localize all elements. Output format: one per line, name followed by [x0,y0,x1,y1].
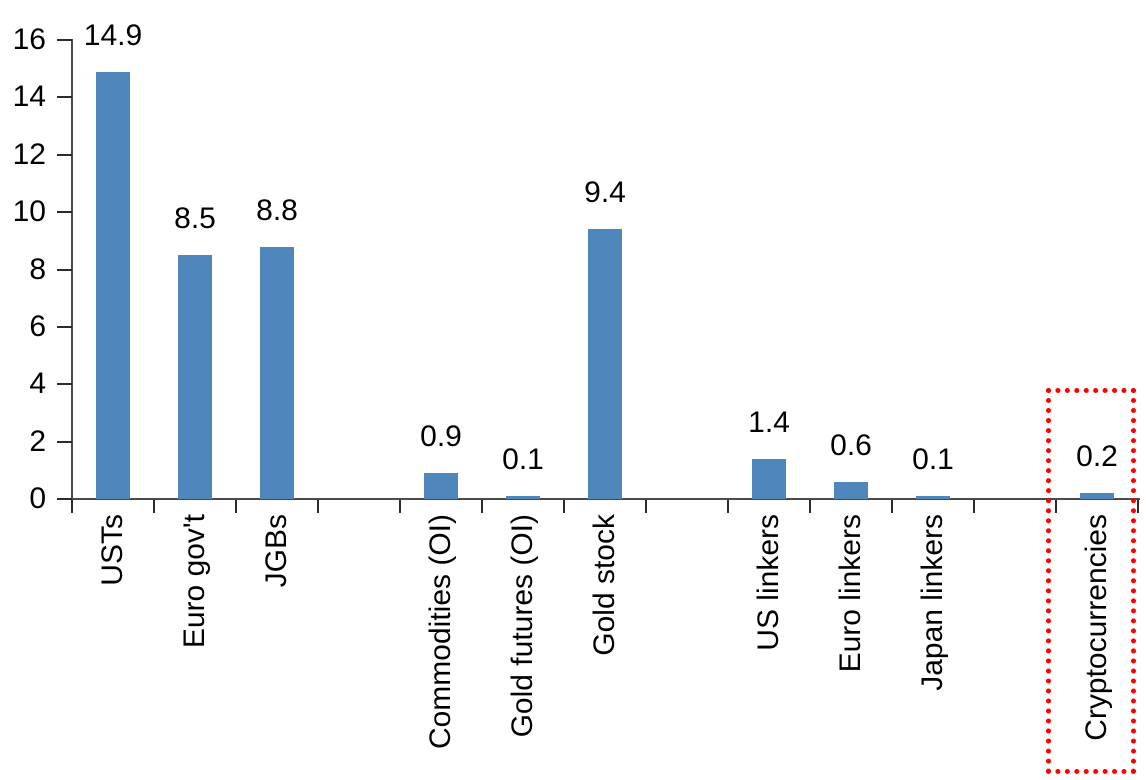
x-axis-category-label: US linkers [752,514,785,651]
x-axis-tick [973,500,975,513]
x-axis-tick [399,500,401,513]
y-axis-tick [57,498,72,500]
bar [834,481,868,499]
bar [588,229,622,499]
y-axis-tick-label: 16 [12,23,46,56]
y-axis-tick [57,96,72,99]
bar-value-label: 0.6 [830,428,872,462]
y-axis-tick-label: 10 [12,195,46,229]
x-axis-tick [809,500,811,513]
y-axis-tick [57,325,72,328]
bar [178,255,212,499]
bar-value-label: 8.8 [256,193,298,227]
bar [752,458,786,499]
x-axis-tick [645,500,647,513]
bar-value-label: 0.1 [912,443,954,477]
x-axis-tick [891,500,893,513]
y-axis-tick [57,383,72,386]
y-axis-line [71,39,73,500]
x-axis-tick [563,500,565,513]
x-axis-category-label: Cryptocurrencies [1080,514,1113,741]
y-axis-tick [57,440,72,443]
y-axis-tick [57,39,72,41]
x-axis-line [71,498,1140,500]
y-axis-tick-label: 14 [12,80,46,114]
x-axis-tick [727,500,729,513]
x-axis-tick [1055,500,1057,513]
y-axis-tick [57,153,72,156]
x-axis-tick [317,500,319,513]
bar [506,496,540,499]
x-axis-category-label: Gold futures (OI) [506,514,539,738]
highlight-box [1046,388,1136,774]
x-axis-tick [1137,500,1139,513]
bar [260,246,294,499]
x-axis-category-label: JGBs [260,514,293,588]
bar [916,496,950,499]
x-axis-tick [153,500,155,513]
y-axis-tick [57,211,72,214]
bar-value-label: 0.1 [502,443,544,477]
x-axis-category-label: Gold stock [588,514,621,656]
bar-value-label: 1.4 [748,405,790,439]
x-axis-category-label: USTs [96,514,129,586]
x-axis-tick [481,500,483,513]
y-axis-tick-label: 8 [29,252,46,286]
y-axis-tick-label: 12 [12,137,46,171]
bar-value-label: 14.9 [83,18,143,52]
x-axis-category-label: Japan linkers [916,514,949,691]
y-axis-tick-label: 4 [29,367,46,401]
bar [96,71,130,499]
x-axis-tick [71,500,73,513]
bar-value-label: 9.4 [584,176,626,210]
x-axis-tick [235,500,237,513]
bar [1080,493,1114,499]
y-axis-tick-label: 2 [29,424,46,458]
bar-value-label: 0.2 [1076,440,1118,474]
x-axis-category-label: Euro gov't [178,514,211,649]
y-axis-tick-label: 6 [29,309,46,343]
y-axis-tick-label: 0 [29,482,46,515]
bar-value-label: 8.5 [174,202,216,236]
bar-value-label: 0.9 [420,420,462,454]
bar [424,473,458,499]
x-axis-category-label: Euro linkers [834,514,867,673]
x-axis-category-label: Commodities (OI) [424,514,457,750]
y-axis-tick [57,268,72,271]
